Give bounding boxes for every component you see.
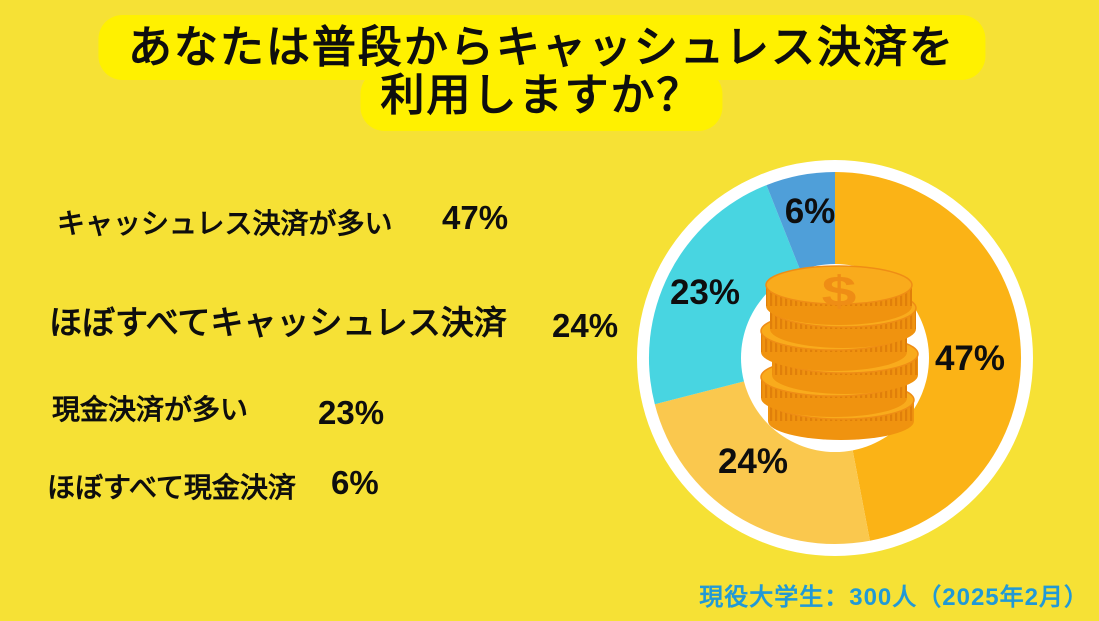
legend-label-cashless-mostly: キャッシュレス決済が多い <box>57 208 393 239</box>
page-title: あなたは普段からキャッシュレス決済を 利用しますか？ <box>97 15 986 131</box>
dollar-sign-icon: $ <box>822 269 857 316</box>
legend-label-cash-almost-all: ほぼすべて現金決済 <box>47 472 296 503</box>
legend-value-cash-almost-all: 6% <box>331 464 379 501</box>
survey-source-note: 現役大学生：300人（2025年2月） <box>699 584 1089 611</box>
legend-value-cashless-almost-all: 24% <box>552 307 619 344</box>
pie-label-24: 24% <box>717 442 789 481</box>
pie-label-6: 6% <box>784 192 836 231</box>
title-line-1: あなたは普段からキャッシュレス決済を <box>97 15 986 81</box>
legend-value-cash-mostly: 23% <box>318 394 385 431</box>
pie-label-23: 23% <box>669 273 741 312</box>
title-line-2: 利用しますか？ <box>360 70 723 131</box>
legend-label-cashless-almost-all: ほぼすべてキャッシュレス決済 <box>49 304 507 341</box>
legend-label-cash-mostly: 現金決済が多い <box>52 394 249 425</box>
pie-label-47: 47% <box>934 339 1006 378</box>
coin-stack-icon: $ <box>760 265 919 440</box>
legend-value-cashless-mostly: 47% <box>442 199 509 236</box>
pie-slices-group <box>648 172 1022 545</box>
